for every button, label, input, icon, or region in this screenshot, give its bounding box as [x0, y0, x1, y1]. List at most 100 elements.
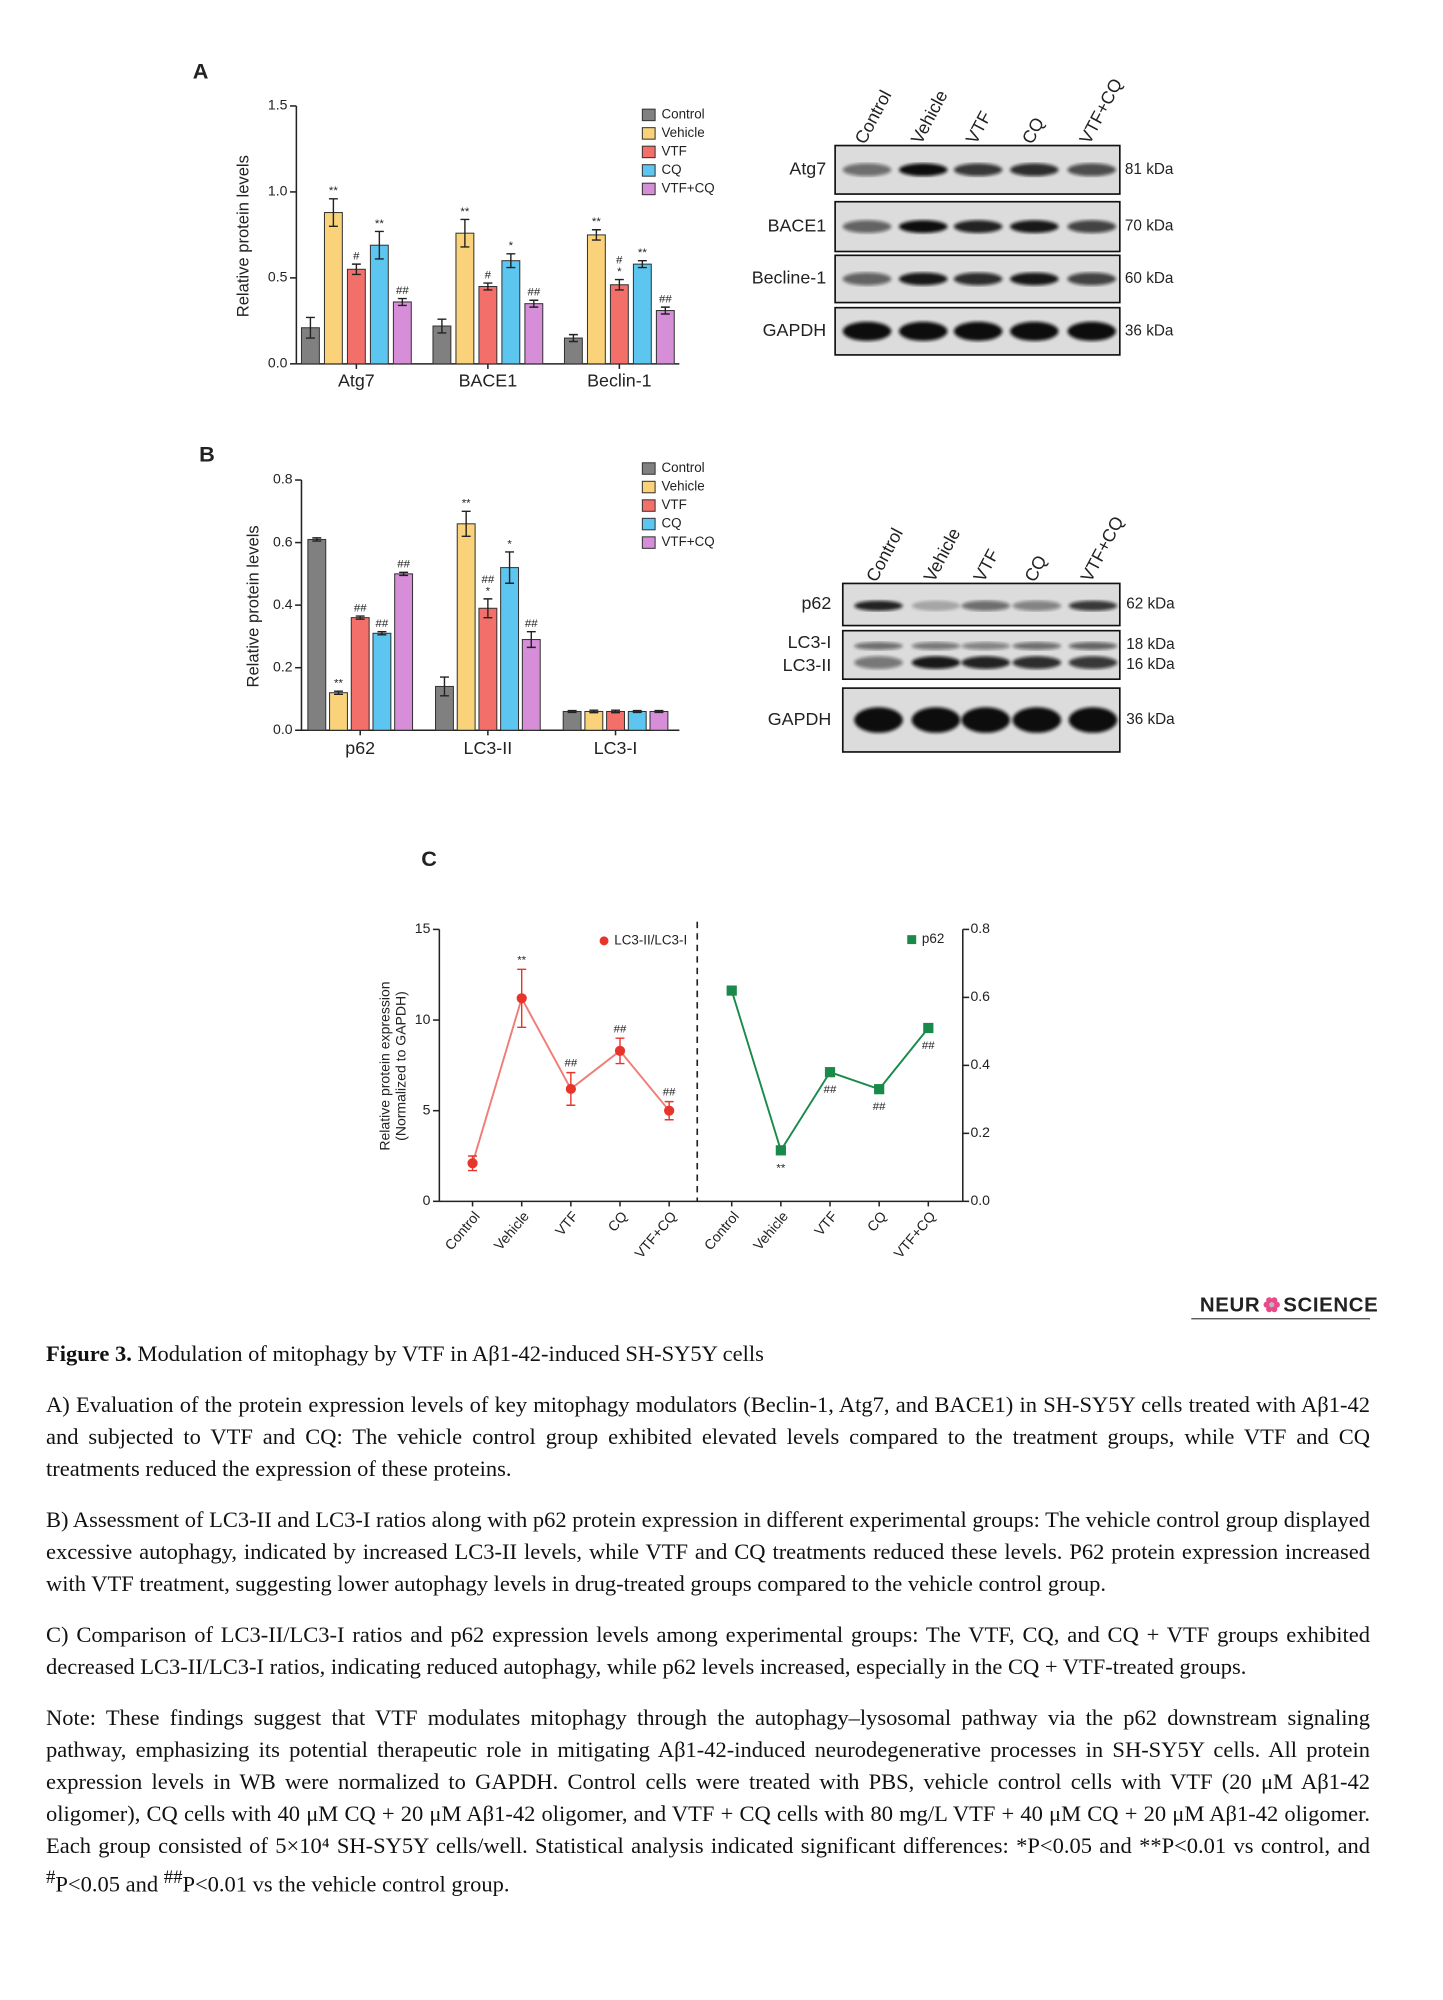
bar	[369, 244, 389, 365]
bar	[649, 710, 669, 731]
point	[874, 1084, 885, 1095]
bar	[584, 710, 604, 731]
error-bar	[351, 263, 361, 276]
band	[1010, 220, 1059, 233]
error-bar	[614, 278, 624, 291]
lane-label: CQ	[1018, 114, 1048, 147]
band	[953, 220, 1003, 233]
significance-label: **	[592, 216, 601, 228]
legend-label: VTF+CQ	[661, 180, 714, 195]
x-tick-label: Atg7	[338, 370, 375, 390]
protein-label: GAPDH	[768, 709, 832, 729]
error-bar	[526, 631, 536, 649]
point	[824, 1067, 836, 1078]
band	[961, 600, 1011, 611]
legend-swatch	[641, 499, 656, 512]
note-text: P<0.05 and	[55, 1871, 164, 1897]
error-bar	[529, 299, 539, 308]
band	[1010, 272, 1059, 286]
legend-swatch	[641, 462, 656, 475]
bar	[609, 284, 629, 365]
significance-label: ##	[824, 1084, 837, 1096]
caption-paragraph: C) Comparison of LC3-II/LC3-I ratios and…	[46, 1622, 1370, 1679]
error-bar	[591, 229, 601, 241]
band	[961, 642, 1011, 650]
error-bar	[334, 690, 343, 695]
error-bar	[397, 297, 407, 307]
significance-label: ##	[376, 618, 389, 630]
band	[854, 642, 903, 650]
band	[854, 707, 903, 733]
x-tick-label: CQ	[864, 1208, 890, 1234]
band	[1010, 163, 1059, 177]
lane-label: Control	[851, 87, 896, 147]
kda-label: 16 kDa	[1126, 656, 1175, 673]
y2-tick-label: 0.0	[970, 1192, 990, 1208]
legend-label: Vehicle	[661, 125, 704, 140]
significance-label: **	[334, 678, 343, 690]
error-bar	[483, 282, 493, 291]
band	[1067, 220, 1116, 233]
bar	[478, 285, 498, 365]
bar	[455, 232, 475, 365]
note-text: P<0.01 vs the vehicle control group.	[182, 1871, 510, 1897]
band	[1012, 642, 1062, 650]
kda-label: 60 kDa	[1125, 270, 1174, 287]
band	[1068, 656, 1118, 669]
band	[1068, 707, 1118, 733]
x-tick-label: Vehicle	[491, 1208, 532, 1253]
bar	[478, 607, 498, 731]
band	[1012, 600, 1062, 611]
y-tick-label: 0.0	[268, 355, 288, 371]
band	[961, 707, 1011, 733]
lane-label: VTF+CQ	[1077, 513, 1128, 585]
caption: Figure 3. Modulation of mitophagy by VTF…	[46, 1338, 1370, 1901]
y-tick-label: 1.5	[268, 97, 288, 113]
bar	[521, 639, 541, 731]
kda-label: 18 kDa	[1126, 636, 1175, 653]
y-tick-label: 0.5	[268, 269, 288, 285]
significance-label: **	[375, 218, 384, 230]
bar	[562, 710, 582, 731]
kda-label: 62 kDa	[1126, 596, 1175, 613]
error-bar	[589, 709, 599, 714]
y-tick-label: 5	[423, 1101, 431, 1117]
caption-paragraph: B) Assessment of LC3-II and LC3-I ratios…	[46, 1507, 1370, 1596]
kda-label: 36 kDa	[1126, 711, 1175, 728]
bar	[346, 268, 366, 365]
point	[614, 1045, 626, 1056]
significance-label: ##	[922, 1040, 935, 1052]
bar	[655, 310, 675, 365]
lane-label: Control	[862, 525, 907, 585]
caption-paragraph: A) Evaluation of the protein expression …	[46, 1392, 1370, 1481]
logo-center	[1269, 1302, 1275, 1308]
x-tick-label: LC3-I	[594, 738, 638, 758]
lane-label: Vehicle	[907, 87, 952, 147]
protein-label: GAPDH	[763, 320, 827, 340]
kda-label: 36 kDa	[1125, 322, 1174, 339]
logo-text: SCIENCE	[1283, 1294, 1378, 1316]
bar	[350, 617, 370, 731]
figure-title: Modulation of mitophagy by VTF in Aβ1-42…	[137, 1341, 764, 1366]
error-bar	[637, 259, 647, 269]
significance-label: ##	[663, 1087, 676, 1099]
lane-label: VTF	[962, 108, 996, 147]
legend-swatch	[641, 108, 656, 122]
significance-label: **	[329, 185, 338, 197]
x-tick-label: Control	[701, 1208, 742, 1253]
band	[1067, 321, 1116, 341]
lane-label: CQ	[1020, 552, 1050, 585]
significance-label: **	[462, 498, 471, 510]
legend-label: p62	[922, 931, 944, 946]
band	[961, 656, 1011, 669]
legend-label: LC3-II/LC3-I	[614, 932, 687, 947]
x-tick-label: VTF	[811, 1208, 841, 1239]
error-bar	[439, 676, 449, 697]
y2-tick-label: 0.2	[970, 1124, 990, 1140]
x-tick-label: p62	[345, 738, 375, 758]
legend-label: Vehicle	[661, 479, 704, 494]
bar	[456, 523, 476, 731]
x-tick-label: VTF+CQ	[631, 1208, 679, 1261]
y-tick-label: 0.2	[273, 658, 293, 674]
point	[775, 1145, 786, 1156]
